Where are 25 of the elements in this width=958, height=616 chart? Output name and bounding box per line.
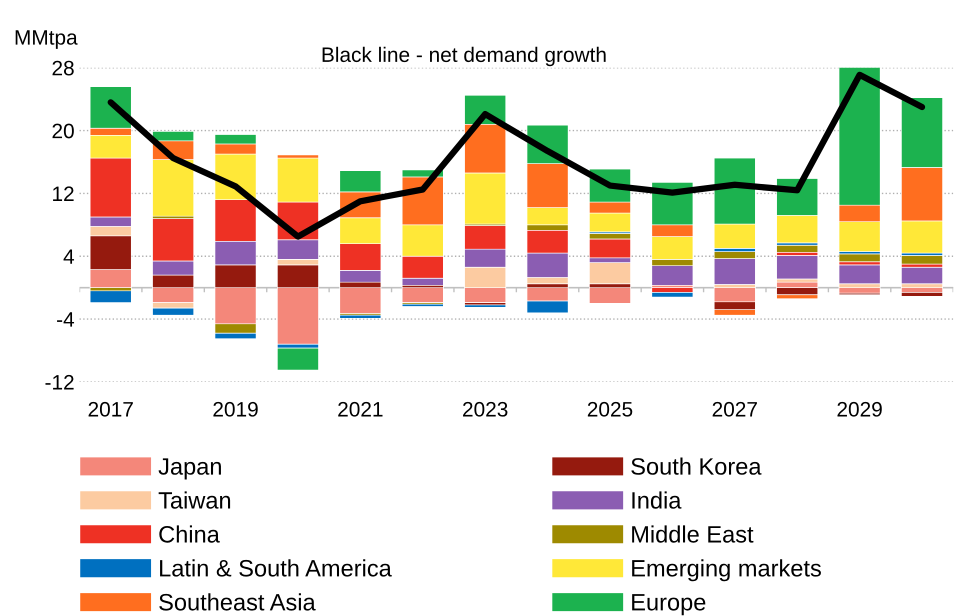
legend-label: Southeast Asia [159, 593, 316, 611]
y-axis-title: MMtpa [16, 30, 78, 49]
y-tick-label: 20 [52, 124, 74, 138]
legend-label: Europe [632, 594, 706, 616]
legend-label: China [159, 525, 220, 543]
x-tick-label: 2023 [463, 402, 508, 417]
legend-label: South Korea [631, 457, 762, 475]
legend-label: Latin & South America [160, 559, 392, 577]
y-tick-label: -4 [57, 312, 74, 327]
legend-label: India [632, 491, 682, 509]
x-tick-label: 2029 [837, 402, 882, 417]
x-tick-label: 2021 [338, 402, 383, 417]
y-tick-label: -12 [45, 374, 74, 390]
legend-label: Emerging markets [632, 559, 821, 582]
legend-label: Middle East [632, 525, 754, 543]
x-tick-label: 2025 [588, 402, 632, 417]
y-tick-label: 12 [53, 186, 74, 201]
x-tick-label: 2027 [712, 402, 757, 417]
legend-label: Taiwan [158, 491, 230, 509]
chart-title: Black line - net demand growth [322, 46, 606, 66]
y-tick-label: 4 [64, 249, 74, 264]
x-tick-label: 2019 [213, 402, 258, 417]
y-tick-label: 28 [52, 60, 74, 76]
legend-label: Japan [158, 458, 221, 480]
x-tick-label: 2017 [88, 402, 133, 417]
